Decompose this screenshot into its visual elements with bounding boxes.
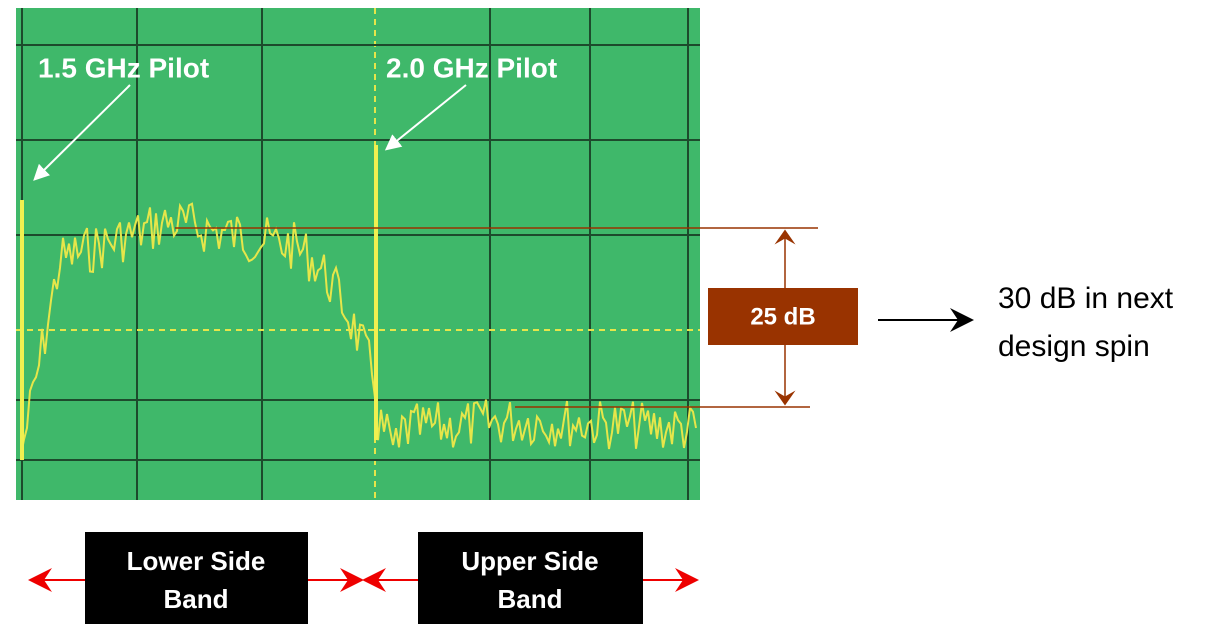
- pointer: [384, 84, 467, 151]
- measure-label: 25 dB: [750, 303, 815, 330]
- pointer: [33, 84, 131, 181]
- screen: [16, 8, 700, 500]
- pilot-2-label: 2.0 GHz Pilot: [386, 52, 557, 83]
- band-box: [418, 532, 643, 624]
- note-line: design spin: [998, 330, 1150, 363]
- pilot-1-label: 1.5 GHz Pilot: [38, 52, 209, 83]
- band-label: Upper Side: [461, 546, 598, 576]
- trace: [21, 202, 697, 451]
- band-label: Band: [164, 584, 229, 614]
- band-label: Band: [498, 584, 563, 614]
- measure-box: [708, 288, 858, 345]
- band-box: [85, 532, 308, 624]
- band-label: Lower Side: [127, 546, 266, 576]
- grid: [16, 8, 700, 500]
- note-line: 30 dB in next: [998, 282, 1174, 315]
